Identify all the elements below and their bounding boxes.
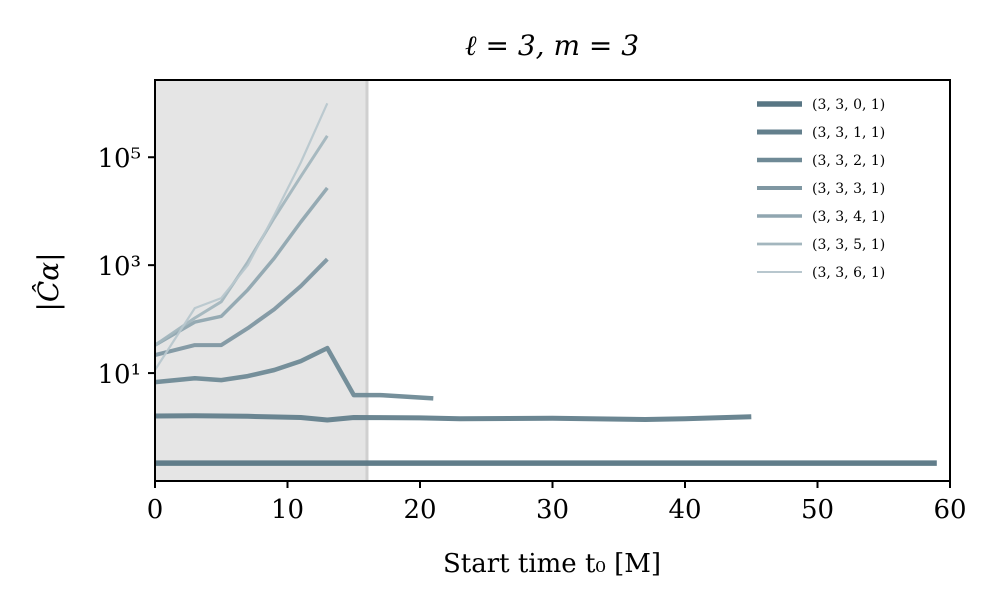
legend-label: (3, 3, 6, 1) — [812, 265, 885, 281]
x-tick-label: 60 — [933, 495, 966, 525]
x-axis-label: Start time t₀ [M] — [443, 549, 661, 579]
x-axis: 0 10 20 30 40 50 60 — [147, 481, 967, 525]
legend-label: (3, 3, 1, 1) — [812, 125, 885, 141]
x-tick-label: 0 — [147, 495, 164, 525]
y-axis: 10¹ 10³ 10⁵ — [97, 144, 155, 390]
legend-label: (3, 3, 0, 1) — [812, 97, 885, 113]
y-tick-label: 10⁵ — [97, 144, 141, 174]
series-line-1 — [154, 413, 752, 423]
series-line-4 — [154, 186, 329, 347]
legend-label: (3, 3, 4, 1) — [812, 209, 885, 225]
y-axis-label: |Ĉα| — [31, 252, 65, 311]
x-tick-label: 10 — [271, 495, 304, 525]
legend-label: (3, 3, 5, 1) — [812, 237, 885, 253]
x-tick-label: 40 — [668, 495, 701, 525]
series-line-2 — [154, 345, 434, 401]
series-lines — [154, 102, 937, 466]
legend-label: (3, 3, 2, 1) — [812, 153, 885, 169]
y-tick-label: 10³ — [97, 252, 141, 282]
y-tick-label: 10¹ — [97, 360, 141, 390]
x-tick-label: 20 — [403, 495, 436, 525]
x-tick-label: 30 — [536, 495, 569, 525]
legend: (3, 3, 0, 1) (3, 3, 1, 1) (3, 3, 2, 1) (3, … — [757, 97, 885, 281]
legend-label: (3, 3, 3, 1) — [812, 181, 885, 197]
x-tick-label: 50 — [801, 495, 834, 525]
series-line-6 — [154, 102, 329, 371]
chart-title: ℓ = 3, m = 3 — [465, 29, 639, 62]
series-line-5 — [154, 134, 329, 347]
series-line-3 — [154, 257, 329, 358]
